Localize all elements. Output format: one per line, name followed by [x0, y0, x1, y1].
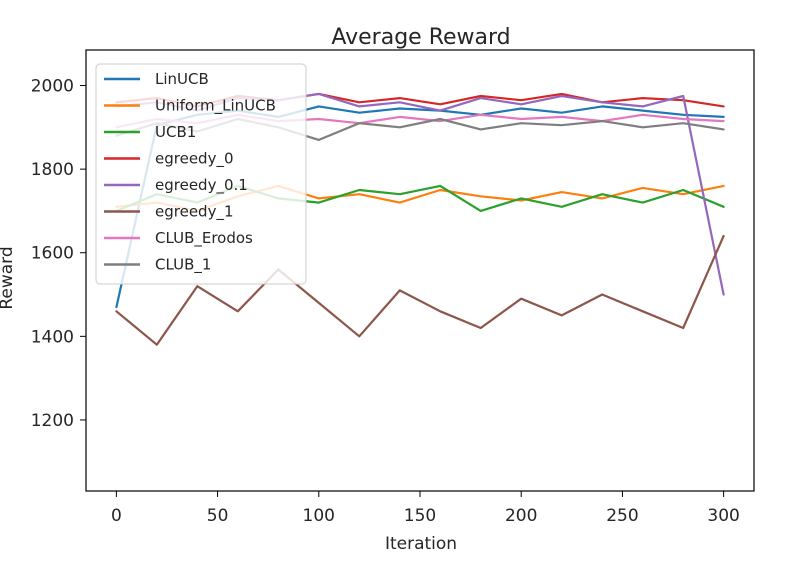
x-axis-label: Iteration — [385, 534, 457, 554]
legend-label: egreedy_1 — [155, 203, 234, 222]
y-tick-label: 1400 — [31, 327, 74, 347]
x-tick-label: 0 — [111, 506, 122, 526]
x-tick-label: 200 — [505, 506, 537, 526]
series-line-egreedy-1 — [115, 234, 725, 346]
y-tick-label: 1200 — [31, 411, 74, 431]
y-tick-label: 1600 — [31, 244, 74, 264]
x-tick-label: 250 — [606, 506, 638, 526]
x-tick-label: 300 — [707, 506, 739, 526]
legend-label: CLUB_Erodos — [155, 229, 253, 248]
axis-layer: 0 50 100 150 200 250 300 1200 1400 1600 1800 2000 — [31, 77, 740, 526]
chart-title: Average Reward — [331, 25, 510, 50]
legend-label: Uniform_LinUCB — [155, 97, 276, 116]
x-tick-label: 100 — [303, 506, 335, 526]
legend-label: CLUB_1 — [155, 256, 211, 275]
legend-label: LinUCB — [155, 70, 209, 88]
legend-label: egreedy_0.1 — [155, 176, 248, 195]
y-tick-label: 2000 — [31, 77, 74, 97]
y-axis-label: Reward — [0, 246, 17, 309]
y-tick-label: 1800 — [31, 160, 74, 180]
legend: LinUCB Uniform_LinUCB UCB1 egreedy_0egreedy… — [95, 63, 307, 285]
legend-box — [95, 63, 307, 285]
x-tick-label: 150 — [404, 506, 436, 526]
legend-label: egreedy_0 — [155, 150, 234, 169]
x-tick-label: 50 — [207, 506, 229, 526]
legend-label: UCB1 — [155, 123, 196, 141]
